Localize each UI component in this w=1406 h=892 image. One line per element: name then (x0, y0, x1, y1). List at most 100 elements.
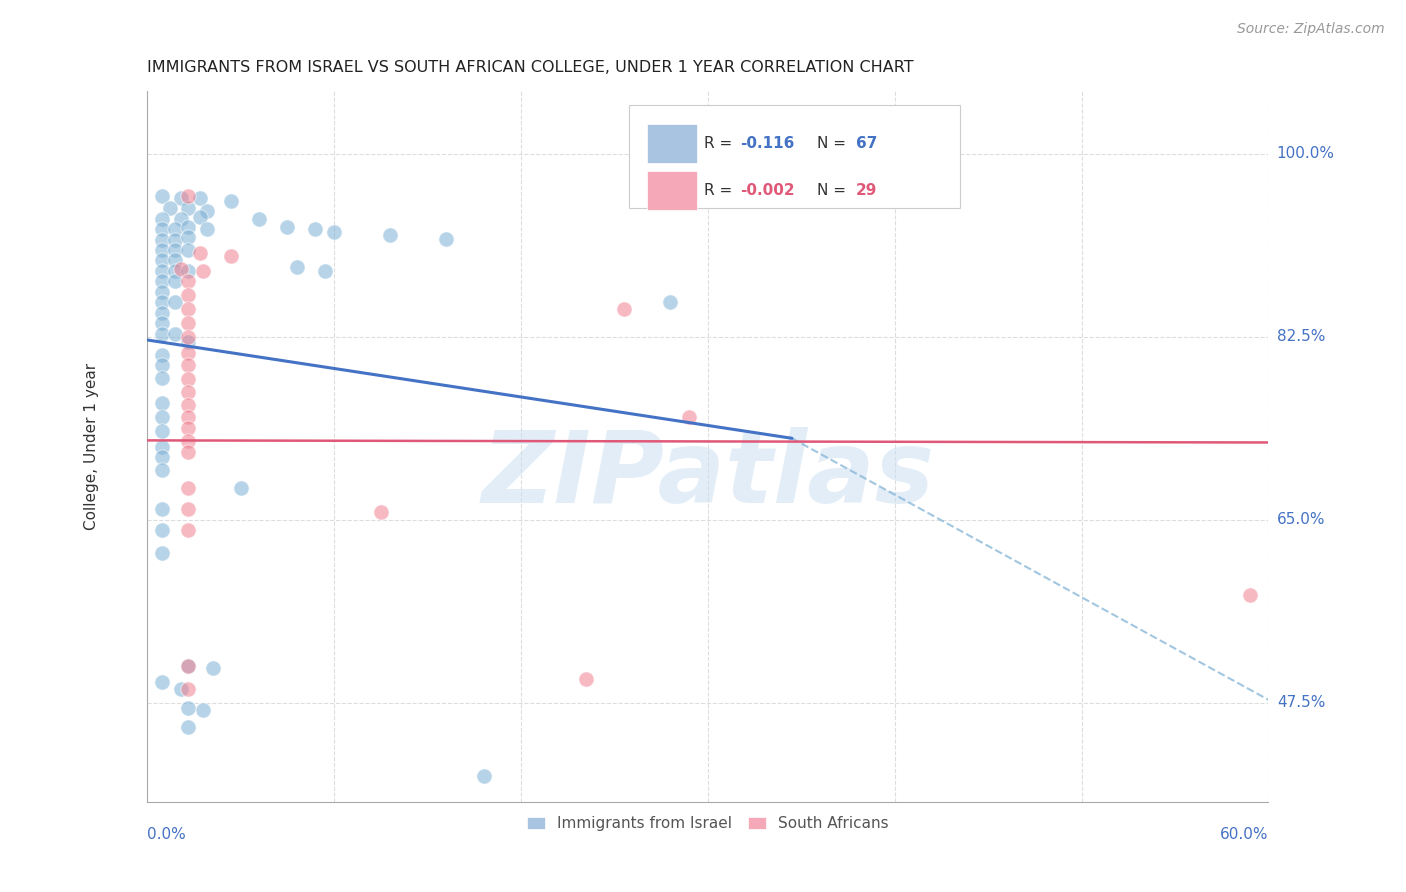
Text: IMMIGRANTS FROM ISRAEL VS SOUTH AFRICAN COLLEGE, UNDER 1 YEAR CORRELATION CHART: IMMIGRANTS FROM ISRAEL VS SOUTH AFRICAN … (148, 60, 914, 75)
Point (177, 316, 200, 330)
Point (177, 421, 200, 435)
Point (314, 264, 336, 278)
Point (195, 204, 218, 219)
Point (150, 264, 173, 278)
Point (150, 370, 173, 384)
Point (150, 326, 173, 341)
Point (150, 295, 173, 310)
Point (177, 372, 200, 386)
Point (177, 243, 200, 257)
Point (193, 703, 215, 717)
Point (150, 675, 173, 690)
Point (285, 260, 308, 274)
Point (150, 358, 173, 372)
Point (150, 253, 173, 268)
Point (170, 211, 193, 226)
Point (150, 395, 173, 409)
Point (150, 524, 173, 538)
Point (177, 220, 200, 235)
FancyBboxPatch shape (647, 125, 696, 163)
Point (170, 682, 193, 697)
Point (150, 222, 173, 236)
Point (177, 201, 200, 215)
Text: R =: R = (704, 183, 738, 198)
Point (150, 450, 173, 464)
Point (188, 191, 211, 205)
Point (177, 502, 200, 516)
Point (177, 720, 200, 734)
Point (165, 274, 187, 288)
Point (150, 424, 173, 438)
Point (150, 348, 173, 362)
Point (165, 243, 187, 257)
Point (247, 211, 270, 226)
Point (177, 445, 200, 459)
Point (177, 524, 200, 538)
Point (165, 253, 187, 268)
Point (177, 264, 200, 278)
Text: R =: R = (704, 136, 738, 151)
Text: College, Under 1 year: College, Under 1 year (84, 363, 98, 530)
Point (177, 230, 200, 244)
Point (150, 546, 173, 560)
Point (150, 188, 173, 202)
Point (165, 264, 187, 278)
Point (177, 288, 200, 302)
Point (188, 210, 211, 224)
Point (659, 295, 682, 310)
Point (1239, 588, 1261, 602)
Point (472, 769, 495, 783)
Point (380, 228, 402, 243)
Point (370, 504, 392, 518)
Point (177, 659, 200, 673)
Point (177, 434, 200, 449)
Point (150, 316, 173, 330)
Text: -0.002: -0.002 (741, 183, 794, 198)
Point (177, 682, 200, 697)
Point (177, 482, 200, 496)
Point (177, 659, 200, 673)
Point (170, 261, 193, 276)
Point (575, 672, 598, 686)
Point (159, 201, 181, 215)
Point (221, 249, 243, 263)
Point (150, 233, 173, 247)
Text: 29: 29 (856, 183, 877, 198)
Point (170, 191, 193, 205)
Point (177, 345, 200, 359)
Point (165, 326, 187, 341)
Point (276, 220, 298, 235)
Text: 0.0%: 0.0% (148, 827, 186, 842)
Point (165, 233, 187, 247)
Point (613, 301, 636, 316)
Text: 100.0%: 100.0% (1277, 146, 1334, 161)
Point (165, 222, 187, 236)
Point (177, 301, 200, 316)
Point (150, 306, 173, 320)
Text: 47.5%: 47.5% (1277, 696, 1324, 710)
Text: -0.116: -0.116 (741, 136, 794, 151)
Point (434, 231, 457, 245)
Point (150, 243, 173, 257)
Point (177, 701, 200, 715)
Point (165, 295, 187, 310)
Point (304, 222, 326, 236)
Point (177, 334, 200, 349)
Point (150, 410, 173, 425)
Point (177, 398, 200, 412)
Text: 65.0%: 65.0% (1277, 512, 1326, 527)
FancyBboxPatch shape (647, 171, 696, 210)
Text: N =: N = (817, 183, 851, 198)
Point (177, 410, 200, 425)
Point (177, 188, 200, 202)
Point (177, 385, 200, 400)
Point (177, 274, 200, 288)
Text: 60.0%: 60.0% (1220, 827, 1268, 842)
Text: Source: ZipAtlas.com: Source: ZipAtlas.com (1237, 22, 1385, 37)
Point (229, 482, 252, 496)
Point (221, 194, 243, 208)
Text: ZIPatlas: ZIPatlas (481, 426, 935, 524)
Text: N =: N = (817, 136, 851, 151)
Legend: Immigrants from Israel, South Africans: Immigrants from Israel, South Africans (520, 810, 896, 838)
Text: 67: 67 (856, 136, 877, 151)
